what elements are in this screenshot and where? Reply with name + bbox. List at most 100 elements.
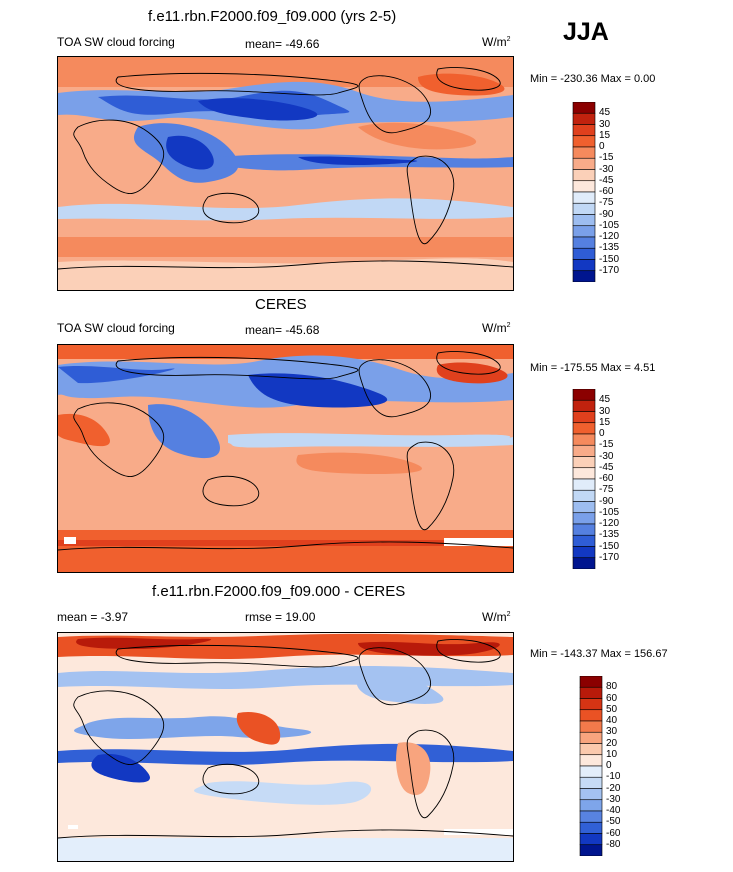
colorbar-swatch [572, 259, 596, 272]
colorbar-swatch [579, 799, 603, 812]
colorbar-tick-label: 0 [599, 428, 605, 439]
colorbar-swatch [572, 157, 596, 170]
colorbar-swatch [572, 388, 596, 401]
colorbar-swatch [572, 467, 596, 480]
colorbar-swatch [579, 810, 603, 823]
colorbar-swatch [579, 833, 603, 846]
panel-1-variable-label: TOA SW cloud forcing [57, 35, 175, 49]
colorbar-tick-label: -50 [606, 816, 621, 828]
colorbar-swatch [572, 191, 596, 204]
colorbar-tick-label: -120 [599, 231, 620, 242]
colorbar-swatch [572, 247, 596, 260]
colorbar-tick-label: 15 [599, 416, 611, 428]
panel-2-mean: mean= -45.68 [245, 323, 320, 337]
colorbar-swatch [572, 146, 596, 159]
colorbar-swatch [572, 135, 596, 148]
colorbar-swatch [579, 821, 603, 834]
panel-1-colorbar: 45 30 15 0 -15 -30 -45 -60 -75 -90 -105 -120 -135 -15… [572, 101, 632, 283]
panel-3-title: f.e11.rbn.F2000.f09_f09.000 - CERES [152, 583, 406, 600]
colorbar-swatch [579, 743, 603, 756]
colorbar-tick-label: -20 [606, 782, 621, 794]
colorbar-tick-label: -105 [599, 506, 620, 518]
panel-2-map [57, 344, 514, 573]
colorbar-tick-label: -170 [599, 264, 620, 276]
colorbar-tick-label: 45 [599, 394, 611, 406]
panel-1-units: W/m2 [482, 35, 511, 49]
colorbar-swatch [572, 433, 596, 446]
colorbar-tick-label: 20 [606, 737, 618, 749]
panel-3-colorbar: 80 60 50 40 30 20 10 0 -10 -20 -30 -40 -50 -60 -80 [579, 675, 639, 857]
panel-3-minmax: Min = -143.37 Max = 156.67 [530, 648, 668, 660]
colorbar-tick-label: -90 [599, 495, 614, 507]
colorbar-tick-label: -60 [606, 827, 621, 839]
colorbar-tick-label: -105 [599, 219, 620, 231]
panel-2-minmax: Min = -175.55 Max = 4.51 [530, 362, 656, 374]
colorbar-swatch [572, 523, 596, 536]
colorbar-swatch [572, 236, 596, 249]
colorbar-tick-label: -30 [606, 793, 621, 805]
colorbar-tick-label: 50 [606, 703, 618, 715]
colorbar-tick-label: 15 [599, 129, 611, 141]
colorbar-tick-label: 30 [599, 118, 611, 130]
colorbar-tick-label: -15 [599, 439, 614, 451]
colorbar-swatch [579, 788, 603, 801]
colorbar-tick-label: -150 [599, 540, 620, 552]
panel-3-map-field [58, 633, 513, 861]
panel-3-rmse: rmse = 19.00 [245, 610, 316, 624]
colorbar-tick-label: -15 [599, 152, 614, 164]
colorbar-tick-label: 0 [606, 760, 612, 771]
panel-3-colorbar-swatches [579, 675, 603, 857]
panel-1-mean: mean= -49.66 [245, 37, 320, 51]
colorbar-swatch [579, 754, 603, 767]
colorbar-tick-label: -75 [599, 484, 614, 496]
season-label: JJA [563, 18, 609, 46]
colorbar-tick-label: 0 [599, 141, 605, 152]
colorbar-swatch [572, 169, 596, 182]
colorbar-tick-label: -135 [599, 242, 620, 254]
colorbar-swatch [572, 456, 596, 469]
colorbar-tick-label: 40 [606, 715, 618, 726]
colorbar-swatch [572, 270, 596, 283]
panel-2-units: W/m2 [482, 321, 511, 335]
panel-1-map [57, 56, 514, 291]
panel-1-minmax: Min = -230.36 Max = 0.00 [530, 73, 656, 85]
panel-3-map [57, 632, 514, 862]
colorbar-tick-label: 30 [599, 405, 611, 417]
colorbar-tick-label: 80 [606, 681, 618, 693]
colorbar-swatch [579, 720, 603, 733]
colorbar-tick-label: 60 [606, 692, 618, 704]
colorbar-tick-label: -80 [606, 838, 621, 850]
colorbar-swatch [579, 731, 603, 744]
colorbar-tick-label: -75 [599, 197, 614, 209]
panel-1-title: f.e11.rbn.F2000.f09_f09.000 (yrs 2-5) [148, 8, 397, 25]
colorbar-tick-label: -10 [606, 771, 621, 783]
colorbar-swatch [579, 686, 603, 699]
colorbar-swatch [579, 709, 603, 722]
colorbar-swatch [572, 180, 596, 193]
colorbar-tick-label: -170 [599, 551, 620, 563]
colorbar-tick-label: -60 [599, 186, 614, 197]
colorbar-swatch [579, 844, 603, 857]
colorbar-tick-label: -45 [599, 461, 614, 473]
colorbar-swatch [572, 112, 596, 125]
colorbar-swatch [572, 399, 596, 412]
colorbar-swatch [579, 698, 603, 711]
panel-2-colorbar: 45 30 15 0 -15 -30 -45 -60 -75 -90 -105 -120 -135 -15… [572, 388, 632, 570]
colorbar-tick-label: -90 [599, 208, 614, 220]
colorbar-swatch [572, 411, 596, 424]
panel-2-title: CERES [255, 296, 307, 313]
panel-1-colorbar-swatches [572, 101, 596, 283]
colorbar-swatch [572, 422, 596, 435]
colorbar-swatch [572, 214, 596, 227]
colorbar-tick-label: 30 [606, 726, 618, 738]
colorbar-tick-label: -150 [599, 253, 620, 265]
colorbar-swatch [579, 765, 603, 778]
colorbar-swatch [579, 675, 603, 688]
colorbar-tick-label: -60 [599, 473, 614, 484]
colorbar-swatch [572, 534, 596, 547]
colorbar-swatch [572, 557, 596, 570]
colorbar-swatch [572, 444, 596, 457]
colorbar-swatch [572, 546, 596, 559]
panel-3-units: W/m2 [482, 610, 511, 624]
colorbar-swatch [572, 101, 596, 114]
